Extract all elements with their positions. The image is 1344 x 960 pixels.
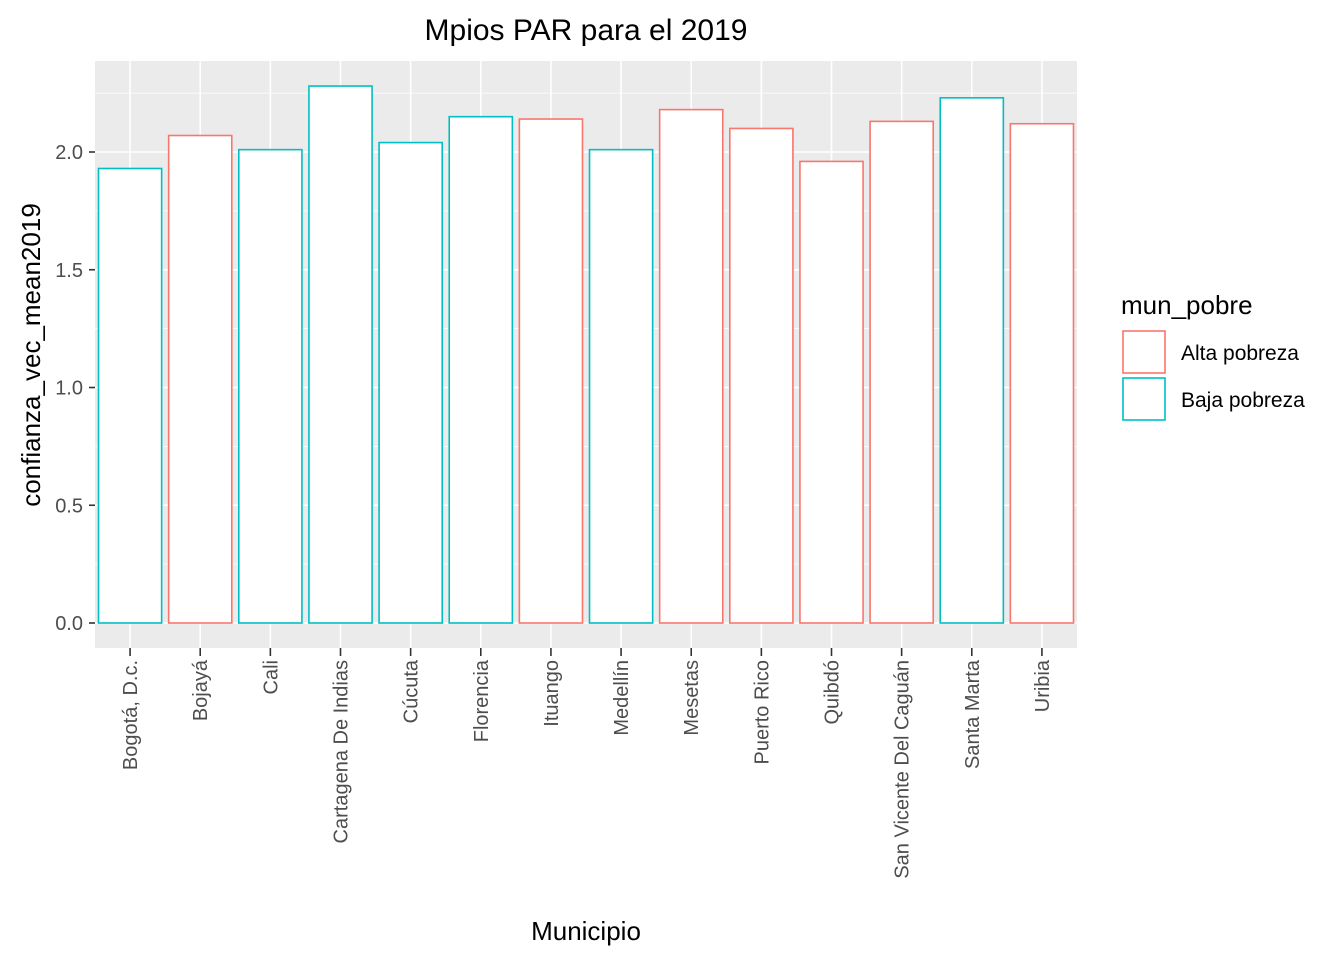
- x-axis: Bogotá, D.c. Bojayá Cali Cartagena De India…: [120, 648, 1054, 879]
- x-tick-label: Puerto Rico: [751, 660, 773, 765]
- x-tick-label: Uribia: [1032, 659, 1054, 712]
- bar: [448, 115, 514, 624]
- x-tick-label: Cúcuta: [401, 659, 423, 723]
- bar: [237, 148, 303, 624]
- bar: [728, 127, 794, 624]
- bar: [97, 167, 163, 624]
- legend-title: mun_pobre: [1121, 290, 1253, 320]
- bar: [378, 141, 444, 624]
- x-tick-label: Mesetas: [681, 660, 703, 736]
- y-axis: 0.0 0.5 1.0 1.5 2.0: [55, 142, 95, 635]
- bar: [799, 160, 864, 624]
- y-axis-title: confianza_vec_mean2019: [16, 203, 46, 507]
- x-tick-label: Ituango: [541, 660, 563, 727]
- y-tick-label: 0.0: [55, 613, 83, 635]
- bar: [1009, 122, 1075, 624]
- legend-key: [1122, 377, 1166, 421]
- bar: [588, 148, 654, 624]
- y-tick-label: 0.5: [55, 495, 83, 517]
- bar: [658, 108, 724, 624]
- legend-label: Alta pobreza: [1181, 342, 1299, 365]
- legend-label: Baja pobreza: [1181, 389, 1305, 412]
- bar: [308, 85, 373, 624]
- y-tick-label: 2.0: [55, 142, 83, 164]
- bar: [939, 97, 1005, 624]
- legend: mun_pobre Alta pobreza Baja pobreza: [1121, 290, 1305, 421]
- x-tick-label: Cartagena De Indias: [331, 660, 353, 843]
- bar: [167, 134, 233, 624]
- x-tick-label: Bogotá, D.c.: [120, 660, 142, 770]
- x-tick-label: Medellín: [611, 660, 633, 736]
- y-tick-label: 1.5: [55, 260, 83, 282]
- y-tick-label: 1.0: [55, 378, 83, 400]
- chart-title: Mpios PAR para el 2019: [425, 14, 748, 47]
- x-tick-label: Santa Marta: [962, 659, 984, 769]
- x-tick-label: Bojayá: [190, 659, 212, 721]
- bar: [518, 118, 584, 624]
- x-tick-label: Quibdó: [822, 660, 844, 725]
- bar: [869, 120, 935, 624]
- x-tick-label: Cali: [260, 660, 282, 694]
- bars: [97, 85, 1075, 624]
- legend-key: [1122, 330, 1166, 374]
- x-axis-title: Municipio: [531, 916, 641, 946]
- x-tick-label: San Vicente Del Caguán: [892, 660, 914, 879]
- x-tick-label: Florencia: [471, 659, 493, 742]
